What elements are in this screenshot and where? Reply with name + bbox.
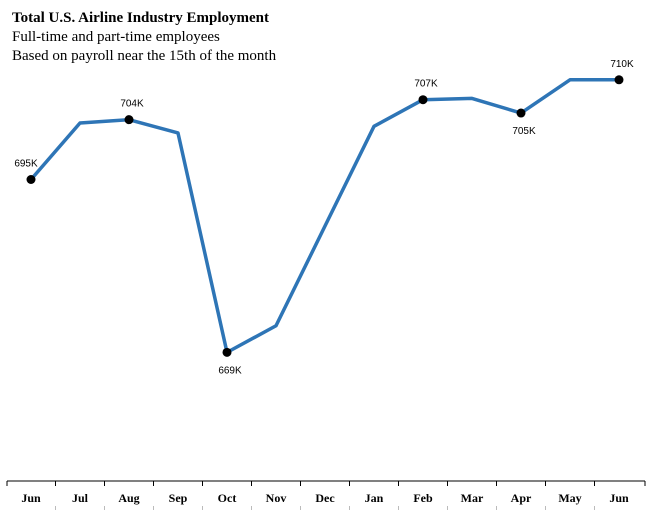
data-point-marker [418, 95, 428, 105]
x-tick-label: Aug [118, 491, 139, 505]
chart-subtitle-2: Based on payroll near the 15th of the mo… [12, 48, 277, 64]
x-tick-label: Jun [609, 491, 629, 505]
x-tick-label: Dec [315, 491, 335, 505]
series-line [29, 78, 621, 355]
data-label: 705K [512, 126, 536, 137]
data-point-marker [516, 108, 526, 118]
chart-subtitle-1: Full-time and part-time employees [12, 29, 220, 45]
data-point-marker [222, 347, 232, 357]
data-label: 710K [610, 59, 634, 70]
chart-title: Total U.S. Airline Industry Employment [12, 10, 269, 26]
x-tick-label: Jul [72, 491, 89, 505]
x-axis-tick-labels: Jun Jul Aug Sep Oct Nov Dec Jan Feb Mar Apr May Jun [21, 491, 629, 505]
data-point-marker [26, 175, 36, 185]
data-label: 695K [14, 159, 38, 170]
data-point-marker [124, 115, 134, 125]
x-axis-ticks [6, 481, 646, 510]
data-markers [26, 75, 624, 357]
x-tick-label: Feb [413, 491, 433, 505]
x-tick-label: Apr [511, 491, 532, 505]
x-tick-label: Sep [169, 491, 188, 505]
data-labels: 695K 704K 669K 707K 705K 710K [14, 59, 634, 377]
data-point-marker [614, 75, 624, 85]
chart-header: Total U.S. Airline Industry Employment F… [12, 8, 276, 66]
data-label: 707K [414, 79, 438, 90]
x-tick-label: Jan [365, 491, 384, 505]
data-label: 669K [218, 365, 242, 376]
x-tick-label: Mar [461, 491, 484, 505]
x-tick-label: May [558, 491, 581, 505]
x-tick-label: Jun [21, 491, 41, 505]
data-label: 704K [120, 99, 144, 110]
x-tick-label: Nov [266, 491, 287, 505]
x-tick-label: Oct [218, 491, 237, 505]
